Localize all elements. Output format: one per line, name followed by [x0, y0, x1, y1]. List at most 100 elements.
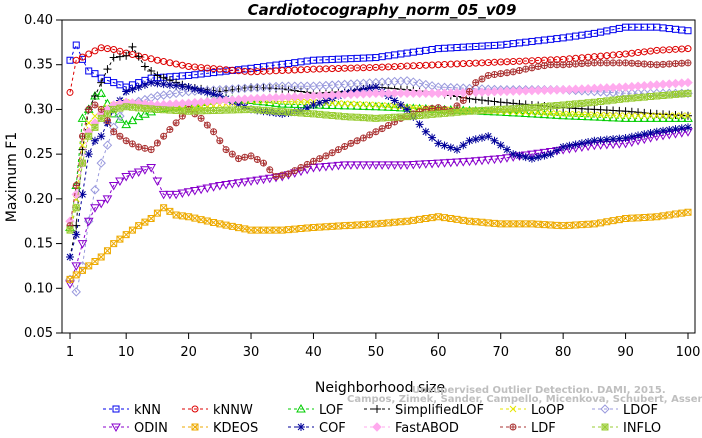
data-point-cof [478, 133, 486, 142]
y-tick-label: 0.25 [24, 147, 53, 162]
data-point-knnw [91, 47, 99, 55]
data-point-fastabod [402, 88, 412, 99]
data-point-cof [172, 81, 181, 90]
data-point-fastabod [477, 87, 487, 97]
data-point-ldf [135, 143, 143, 151]
data-point-inflo [659, 91, 667, 99]
data-point-inflo [565, 100, 573, 108]
series-inflo [66, 89, 692, 234]
data-point-kdeos [185, 213, 193, 221]
data-point-loop [341, 100, 349, 107]
data-point-fastabod [371, 88, 381, 99]
data-point-ldf [422, 106, 429, 113]
legend-item-knnw: kNNW [182, 403, 253, 418]
data-point-inflo [509, 105, 517, 113]
data-point-inflo [422, 111, 430, 119]
data-point-inflo [160, 106, 168, 114]
data-point-kdeos [403, 217, 411, 225]
data-point-ldf [309, 157, 317, 165]
y-axis: 0.05 0.10 0.15 0.20 0.25 0.30 0.35 0.40 [24, 13, 62, 341]
data-point-loop [559, 110, 567, 118]
data-point-inflo [603, 97, 611, 105]
data-point-odin [183, 188, 194, 197]
legend-label: ODIN [134, 421, 168, 434]
data-point-inflo [397, 113, 405, 121]
data-point-ldf [354, 137, 361, 144]
data-point-kdeos [91, 257, 99, 265]
data-point-kdeos [97, 253, 105, 261]
data-point-ldof [608, 87, 618, 98]
data-point-inflo [534, 103, 542, 111]
data-point-inflo [366, 114, 374, 122]
data-point-ldf [335, 146, 342, 153]
data-point-loop [378, 102, 386, 109]
data-point-lof [127, 115, 138, 125]
data-point-ldf [266, 166, 273, 173]
data-point-ldf [466, 88, 474, 96]
data-point-ldf [273, 173, 279, 180]
data-point-odin [445, 158, 456, 168]
data-point-kdeos [72, 271, 80, 279]
data-point-ldof [595, 87, 606, 97]
data-point-ldf [466, 88, 473, 95]
data-point-ldf [597, 59, 604, 66]
data-point-odin [377, 161, 387, 170]
data-point-inflo [428, 110, 436, 118]
data-point-ldf [372, 128, 379, 135]
data-point-odin [533, 149, 544, 159]
data-point-odin [189, 186, 200, 196]
data-point-loop [572, 110, 579, 118]
data-point-ldf [666, 60, 673, 67]
data-point-loop [372, 101, 380, 109]
data-point-fastabod [446, 88, 456, 98]
data-point-ldf [173, 119, 180, 126]
data-point-fastabod [439, 88, 450, 98]
data-point-ldf [278, 171, 286, 179]
data-point-inflo [78, 159, 86, 167]
data-point-simplifiedlof [621, 107, 630, 116]
data-point-ldf [660, 61, 667, 68]
data-point-cof [584, 137, 593, 146]
data-point-fastabod [514, 86, 525, 96]
data-point-inflo [309, 110, 317, 118]
data-point-odin [427, 159, 437, 169]
data-point-cof [309, 100, 318, 109]
data-point-ldf [360, 135, 367, 142]
data-point-odin [258, 175, 269, 185]
data-point-inflo [297, 109, 305, 117]
data-point-ldf [528, 64, 536, 72]
data-point-kdeos [372, 220, 380, 228]
data-point-ldf [622, 59, 629, 66]
data-point-inflo [447, 109, 455, 117]
data-point-ldf [497, 70, 504, 77]
data-point-ldf [628, 60, 635, 67]
data-point-odin [364, 161, 375, 170]
data-point-ldf [322, 152, 330, 160]
data-point-ldf [98, 106, 105, 113]
data-point-inflo [203, 107, 211, 115]
data-point-cof [303, 104, 312, 113]
data-point-inflo [384, 114, 392, 122]
data-point-simplifiedlof [72, 221, 81, 230]
data-point-kdeos [416, 215, 424, 223]
data-point-loop [347, 100, 355, 108]
data-point-ldf [104, 117, 111, 124]
data-point-odin [371, 161, 381, 170]
data-point-lof [558, 110, 569, 120]
data-point-inflo [66, 226, 74, 234]
x-tick-label: 70 [492, 345, 509, 360]
data-point-cof [203, 88, 212, 97]
data-point-lof [545, 109, 556, 119]
data-point-cof [90, 136, 99, 145]
data-point-ldf [241, 154, 248, 161]
y-tick-label: 0.15 [24, 237, 53, 252]
data-point-ldf [647, 61, 654, 68]
data-point-odin [433, 159, 444, 169]
data-point-inflo [260, 106, 268, 114]
data-point-ldf [435, 104, 442, 111]
data-point-fastabod [527, 85, 537, 96]
data-point-simplifiedlof [128, 42, 137, 51]
data-point-ldf [123, 137, 130, 144]
data-point-ldf [85, 106, 92, 113]
data-point-cof [97, 132, 106, 141]
